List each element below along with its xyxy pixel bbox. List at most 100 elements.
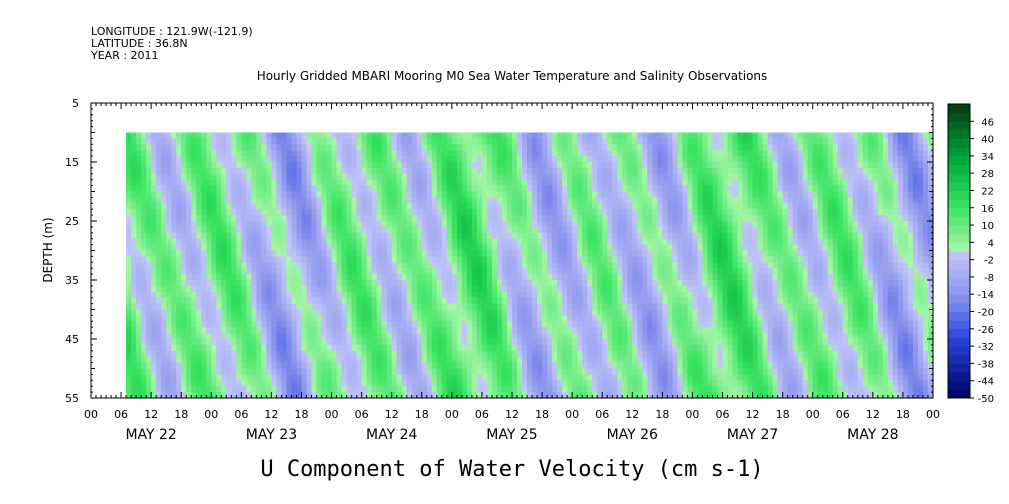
heatmap-cell: [261, 132, 268, 139]
heatmap-cell: [506, 368, 513, 375]
heatmap-cell: [296, 226, 303, 234]
heatmap-cell: [506, 309, 513, 316]
heatmap-cell: [522, 250, 528, 257]
heatmap-cell: [597, 344, 603, 352]
heatmap-cell: [326, 368, 333, 375]
heatmap-cell: [221, 185, 227, 193]
heatmap-cell: [376, 280, 383, 287]
heatmap-cell: [587, 138, 593, 145]
heatmap-cell: [126, 226, 132, 234]
heatmap-cell: [662, 256, 668, 263]
heatmap-cell: [311, 221, 318, 228]
heatmap-cell: [386, 173, 393, 181]
heatmap-cell: [572, 191, 578, 198]
heatmap-cell: [431, 232, 438, 240]
heatmap-cell: [136, 162, 142, 169]
heatmap-cell: [662, 350, 668, 358]
heatmap-cell: [667, 226, 673, 234]
heatmap-cell: [136, 386, 142, 393]
heatmap-cell: [126, 191, 132, 198]
heatmap-cell: [612, 232, 618, 240]
heatmap-cell: [311, 280, 318, 287]
heatmap-cell: [136, 197, 142, 204]
heatmap-cell: [577, 274, 583, 281]
heatmap-cell: [136, 144, 142, 151]
heatmap-cell: [281, 238, 288, 246]
heatmap-cell: [597, 374, 603, 381]
heatmap-cell: [146, 291, 152, 299]
heatmap-cell: [241, 386, 247, 393]
heatmap-cell: [276, 238, 283, 246]
heatmap-cell: [557, 386, 563, 393]
heatmap-cell: [181, 309, 187, 316]
heatmap-cell: [261, 309, 268, 316]
heatmap-cell: [471, 321, 478, 328]
heatmap-cell: [141, 173, 147, 181]
heatmap-cell: [231, 244, 237, 252]
heatmap-cell: [276, 362, 283, 370]
heatmap-cell: [592, 333, 598, 340]
heatmap-cell: [426, 285, 433, 293]
heatmap-cell: [577, 221, 583, 228]
heatmap-cell: [326, 221, 333, 228]
heatmap-cell: [141, 138, 147, 145]
heatmap-cell: [617, 362, 623, 370]
heatmap-cell: [451, 327, 458, 334]
heatmap-cell: [587, 303, 593, 311]
heatmap-cell: [512, 303, 518, 311]
heatmap-cell: [537, 327, 543, 334]
heatmap-cell: [436, 173, 443, 181]
heatmap-cell: [196, 156, 202, 163]
heatmap-cell: [146, 232, 152, 240]
heatmap-cell: [501, 333, 508, 340]
heatmap-cell: [406, 209, 413, 216]
heatmap-cell: [266, 333, 273, 340]
heatmap-cell: [662, 173, 668, 181]
heatmap-cell: [136, 280, 142, 287]
heatmap-cell: [281, 244, 288, 252]
heatmap-cell: [496, 280, 503, 287]
heatmap-cell: [301, 162, 308, 169]
heatmap-cell: [221, 303, 227, 311]
heatmap-cell: [266, 138, 273, 145]
heatmap-cell: [306, 144, 313, 151]
heatmap-cell: [652, 244, 658, 252]
heatmap-cell: [281, 339, 288, 346]
heatmap-cell: [572, 156, 578, 163]
heatmap-cell: [592, 203, 598, 210]
heatmap-cell: [351, 274, 358, 281]
heatmap-cell: [592, 262, 598, 269]
heatmap-cell: [231, 167, 237, 175]
heatmap-cell: [316, 203, 323, 210]
heatmap-cell: [401, 356, 408, 364]
heatmap-cell: [421, 368, 428, 375]
heatmap-cell: [401, 179, 408, 187]
heatmap-cell: [271, 291, 278, 299]
heatmap-cell: [196, 150, 202, 157]
heatmap-cell: [206, 244, 212, 252]
heatmap-cell: [582, 162, 588, 169]
heatmap-cell: [597, 162, 603, 169]
heatmap-cell: [476, 191, 483, 198]
heatmap-cell: [331, 232, 338, 240]
heatmap-cell: [597, 138, 603, 145]
heatmap-cell: [612, 173, 618, 181]
heatmap-cell: [597, 350, 603, 358]
heatmap-cell: [657, 321, 663, 328]
heatmap-cell: [241, 380, 247, 387]
heatmap-cell: [501, 209, 508, 216]
heatmap-cell: [186, 138, 192, 145]
heatmap-cell: [226, 197, 232, 204]
heatmap-cell: [436, 274, 443, 281]
heatmap-cell: [572, 350, 578, 358]
heatmap-cell: [527, 138, 533, 145]
heatmap-cell: [491, 321, 498, 328]
heatmap-cell: [411, 297, 418, 305]
heatmap-cell: [411, 144, 418, 151]
heatmap-cell: [356, 392, 363, 399]
heatmap-cell: [567, 185, 573, 193]
heatmap-cell: [431, 150, 438, 157]
heatmap-cell: [652, 386, 658, 393]
heatmap-cell: [206, 280, 212, 287]
heatmap-cell: [522, 362, 528, 370]
